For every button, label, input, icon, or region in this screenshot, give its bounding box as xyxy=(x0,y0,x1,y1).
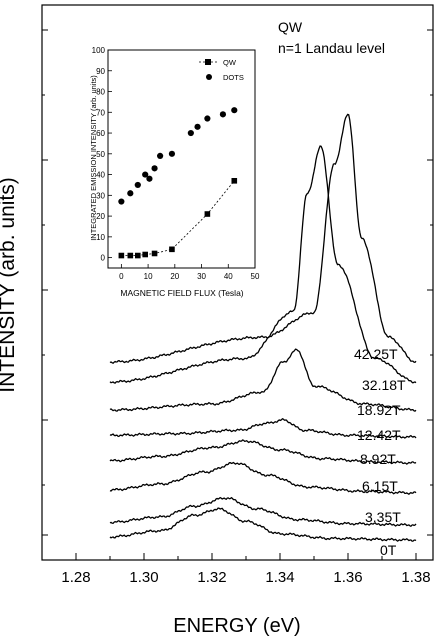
inset-series xyxy=(118,107,238,259)
qw-series-line xyxy=(121,180,235,256)
dots-data-point xyxy=(231,107,238,114)
main-y-axis-label: INTENSITY (arb. units) xyxy=(0,177,19,393)
qw-data-point xyxy=(231,178,238,184)
inset-x-axis-label: MAGNETIC FIELD FLUX (Tesla) xyxy=(120,288,243,298)
inset-legend: QW DOTS xyxy=(199,58,244,82)
inset-y-tick-label: 70 xyxy=(96,108,105,117)
inset-y-tick-label: 50 xyxy=(96,150,105,159)
qw-data-point xyxy=(135,252,141,259)
spectrum-curve xyxy=(109,496,417,527)
dots-data-point xyxy=(127,190,134,197)
inset-y-tick-label: 80 xyxy=(96,88,105,97)
annotation-landau-level: n=1 Landau level xyxy=(278,40,385,56)
spectra-curves xyxy=(109,113,417,542)
legend-qw-label: QW xyxy=(223,58,237,67)
spectrum-curve xyxy=(109,507,417,542)
qw-data-point xyxy=(204,211,211,217)
inset-y-ticks: 0 10 20 30 40 50 60 70 80 90 100 xyxy=(92,46,112,263)
legend-qw-marker xyxy=(205,59,211,65)
main-x-tick-label: 1.34 xyxy=(265,569,294,586)
main-x-tick-label: 1.36 xyxy=(333,569,362,586)
spectra-labels: 0T 3.35T 6.15T 8.92T 12.42T 18.92T 32.18T 42.25… xyxy=(354,346,406,558)
main-x-tick-label: 1.28 xyxy=(61,569,90,586)
dots-data-point xyxy=(187,129,194,137)
spectrum-field-label: 42.25T xyxy=(354,346,398,362)
dots-data-point xyxy=(194,123,201,130)
spectrum-field-label: 8.92T xyxy=(360,451,396,467)
main-x-tick-label: 1.38 xyxy=(401,569,430,586)
dots-data-point xyxy=(157,152,164,159)
qw-data-point xyxy=(142,251,149,258)
spectrum-curve xyxy=(109,439,417,465)
inset-x-tick-label: 10 xyxy=(144,272,153,281)
spectrum-field-label: 32.18T xyxy=(362,377,406,393)
spectrum-field-label: 0T xyxy=(380,542,397,558)
inset-y-tick-label: 40 xyxy=(96,171,105,180)
inset-x-tick-label: 50 xyxy=(251,272,260,281)
dots-data-point xyxy=(118,198,125,205)
spectrum-curve xyxy=(109,348,417,412)
dots-data-point xyxy=(204,115,211,122)
main-x-tick-label: 1.30 xyxy=(129,569,158,586)
inset-y-tick-label: 100 xyxy=(92,46,106,55)
qw-data-point xyxy=(169,246,175,253)
spectrum-field-label: 6.15T xyxy=(362,478,398,494)
inset-plot-frame xyxy=(107,49,256,269)
inset-y-tick-label: 90 xyxy=(96,67,105,76)
inset-x-tick-label: 0 xyxy=(119,272,124,281)
annotation-qw: QW xyxy=(278,19,303,35)
dots-data-point xyxy=(168,150,176,157)
main-x-ticks: 1.28 1.30 1.32 1.34 1.36 1.38 xyxy=(61,553,431,586)
inset-y-tick-label: 20 xyxy=(96,212,105,221)
dots-data-point xyxy=(219,111,227,118)
qw-data-point xyxy=(127,252,134,259)
inset-y-tick-label: 60 xyxy=(96,129,105,138)
spectrum-curve xyxy=(109,145,417,384)
dots-data-point xyxy=(142,171,149,178)
legend-dots-marker xyxy=(206,74,212,80)
dots-data-point xyxy=(151,165,158,172)
spectrum-field-label: 12.42T xyxy=(357,427,401,443)
spectrum-curve xyxy=(109,461,417,495)
spectrum-field-label: 18.92T xyxy=(357,402,401,418)
inset-chart: 0 10 20 30 40 50 0 10 20 30 40 50 60 70 80 90 100 QW DO… xyxy=(89,46,260,298)
main-x-tick-label: 1.32 xyxy=(197,569,226,586)
inset-y-tick-label: 0 xyxy=(101,254,106,263)
main-plot-frame xyxy=(41,4,434,561)
inset-y-axis-label: INTEGRATED EMISSION INTENSITY (arb. unit… xyxy=(89,75,98,241)
qw-data-point xyxy=(151,250,158,257)
spectrum-field-label: 3.35T xyxy=(365,509,401,525)
qw-data-point xyxy=(118,252,125,259)
inset-y-tick-label: 30 xyxy=(96,191,105,200)
inset-x-tick-label: 40 xyxy=(224,272,233,281)
legend-dots-label: DOTS xyxy=(223,73,244,82)
dots-data-point xyxy=(146,175,153,182)
inset-x-ticks: 0 10 20 30 40 50 xyxy=(119,264,260,281)
main-y-ticks xyxy=(42,29,433,536)
inset-x-tick-label: 30 xyxy=(197,272,206,281)
spectrum-curve xyxy=(109,418,417,439)
dots-data-point xyxy=(134,181,141,189)
inset-y-tick-label: 10 xyxy=(96,233,105,242)
inset-x-tick-label: 20 xyxy=(170,272,179,281)
main-x-axis-label: ENERGY (eV) xyxy=(173,615,300,637)
spectrum-curve xyxy=(109,113,417,364)
